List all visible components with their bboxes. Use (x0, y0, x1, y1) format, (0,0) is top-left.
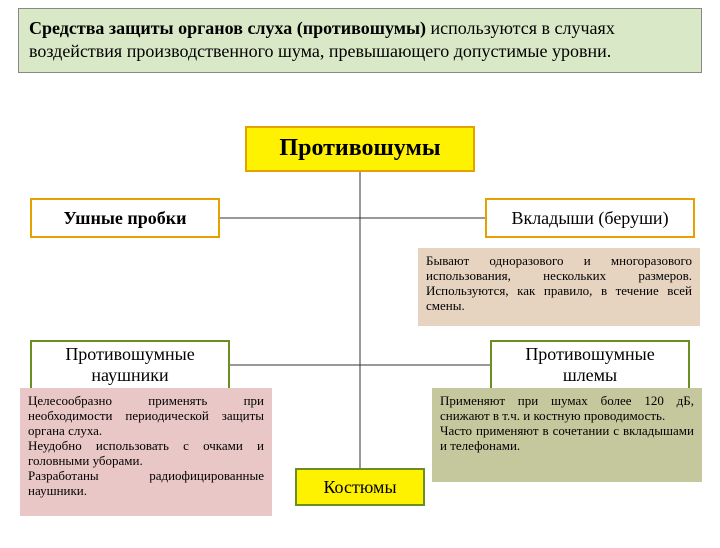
desc-inserts: Бывают одноразового и многоразового испо… (418, 248, 700, 326)
header-panel: Средства защиты органов слуха (противошу… (18, 8, 702, 73)
node-ear-plugs: Ушные пробки (30, 198, 220, 238)
desc-text: Бывают одноразового и многоразового испо… (426, 253, 692, 313)
desc-text: Применяют при шумах более 120 дБ, снижаю… (440, 393, 694, 453)
root-label: Противошумы (279, 135, 440, 163)
node-earmuffs: Противошумные наушники (30, 340, 230, 390)
node-suits: Костюмы (295, 468, 425, 506)
node-label: Вкладыши (беруши) (511, 208, 668, 229)
node-inserts: Вкладыши (беруши) (485, 198, 695, 238)
node-label: Ушные пробки (64, 208, 187, 229)
node-label: Противошумные наушники (38, 344, 222, 385)
header-title-bold: Средства защиты органов слуха (противошу… (29, 18, 426, 38)
node-helmets: Противошумные шлемы (490, 340, 690, 390)
node-label: Противошумные шлемы (498, 344, 682, 385)
desc-helmets: Применяют при шумах более 120 дБ, снижаю… (432, 388, 702, 482)
desc-earmuffs: Целесообразно применять при необходимост… (20, 388, 272, 516)
desc-text: Целесообразно применять при необходимост… (28, 393, 264, 498)
node-label: Костюмы (323, 477, 396, 498)
root-node: Противошумы (245, 126, 475, 172)
